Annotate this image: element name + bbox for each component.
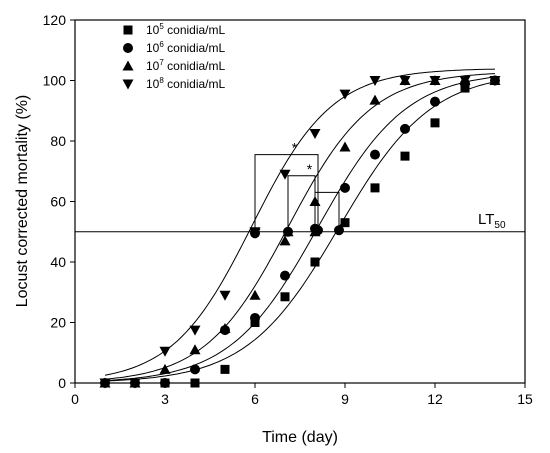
x-tick-label: 0 bbox=[71, 391, 79, 407]
data-point-series-4 bbox=[309, 128, 321, 139]
data-point-series-1 bbox=[280, 292, 290, 302]
x-tick-label: 12 bbox=[427, 391, 443, 407]
plot-area bbox=[74, 19, 526, 384]
data-point-series-1 bbox=[370, 183, 380, 193]
legend-label-unit: conidia/mL bbox=[164, 41, 226, 55]
legend-marker bbox=[122, 79, 134, 90]
data-point-series-4 bbox=[399, 76, 411, 86]
legend-label-unit: conidia/mL bbox=[164, 77, 226, 91]
lt50-point bbox=[283, 226, 293, 237]
axis-ticks: 0 3 6 9 12 15 0 20 40 60 80 100 120 bbox=[43, 12, 533, 407]
legend-label-exponent: 6 bbox=[159, 40, 164, 49]
y-tick-label: 80 bbox=[50, 133, 66, 149]
data-point-series-4 bbox=[159, 346, 171, 357]
legend-label: 108 conidia/mL bbox=[146, 76, 226, 91]
x-tick-label: 15 bbox=[517, 391, 533, 407]
data-point-series-2 bbox=[340, 182, 350, 193]
significance-bracket bbox=[314, 191, 340, 232]
data-point-series-2 bbox=[190, 364, 200, 375]
data-point-series-4 bbox=[279, 169, 291, 180]
data-point-series-1 bbox=[430, 118, 440, 128]
x-tick-label: 6 bbox=[251, 391, 259, 407]
fit-curve-series-2 bbox=[104, 76, 496, 381]
data-point-series-4 bbox=[489, 76, 501, 86]
lt50-reference: LT50 bbox=[75, 211, 525, 233]
x-tick-label: 3 bbox=[161, 391, 169, 407]
data-point-series-3 bbox=[279, 235, 291, 246]
data-point-series-3 bbox=[339, 141, 351, 152]
legend-label: 105 conidia/mL bbox=[146, 22, 226, 37]
significance-star: * bbox=[307, 161, 313, 177]
legend-label-exponent: 8 bbox=[159, 76, 164, 85]
data-point-series-4 bbox=[459, 76, 471, 86]
data-point-series-3 bbox=[249, 289, 261, 300]
lt50-label-subscript: 50 bbox=[494, 220, 506, 231]
data-point-series-3 bbox=[189, 344, 201, 355]
data-point-series-3 bbox=[369, 94, 381, 105]
legend-label: 107 conidia/mL bbox=[146, 58, 226, 73]
legend-label-base: 10 bbox=[146, 59, 160, 73]
plot-frame bbox=[74, 19, 526, 384]
data-point-series-3 bbox=[159, 363, 171, 374]
fit-curve-series-3 bbox=[104, 73, 496, 380]
data-point-series-1 bbox=[400, 151, 410, 161]
data-point-series-1 bbox=[220, 364, 230, 374]
legend-label-base: 10 bbox=[146, 23, 160, 37]
data-point-series-4 bbox=[189, 325, 201, 336]
legend-marker bbox=[123, 43, 133, 53]
data-point-series-3 bbox=[219, 323, 231, 334]
y-axis-label: Locust corrected mortality (%) bbox=[14, 95, 31, 308]
data-point-series-4 bbox=[339, 89, 351, 100]
y-tick-label: 60 bbox=[50, 194, 66, 210]
significance-brackets: ** bbox=[254, 140, 340, 232]
data-point-series-4 bbox=[129, 378, 141, 389]
fit-curve-series-4 bbox=[104, 68, 496, 376]
legend-label-base: 10 bbox=[146, 41, 160, 55]
data-point-series-2 bbox=[250, 312, 260, 323]
fit-curve-series-1 bbox=[104, 81, 496, 382]
data-point-series-4 bbox=[429, 76, 441, 86]
data-point-series-1 bbox=[310, 257, 320, 267]
x-tick-label: 9 bbox=[341, 391, 349, 407]
data-point-series-2 bbox=[280, 270, 290, 281]
legend-label-base: 10 bbox=[146, 77, 160, 91]
x-axis-label: Time (day) bbox=[262, 429, 338, 446]
legend-marker bbox=[123, 25, 133, 35]
lt50-point bbox=[250, 228, 260, 239]
y-tick-label: 20 bbox=[50, 315, 66, 331]
lt50-label: LT50 bbox=[478, 211, 506, 231]
data-point-series-1 bbox=[190, 378, 200, 388]
data-point-series-2 bbox=[160, 378, 170, 388]
data-point-series-2 bbox=[400, 123, 410, 134]
legend-label: 106 conidia/mL bbox=[146, 40, 226, 55]
data-point-series-3 bbox=[309, 196, 321, 206]
data-point-series-4 bbox=[99, 378, 111, 389]
significance-bracket bbox=[254, 154, 319, 232]
data-point-series-2 bbox=[370, 149, 380, 160]
data-point-series-4 bbox=[219, 290, 231, 301]
y-tick-label: 120 bbox=[43, 12, 67, 28]
lt50-point bbox=[334, 225, 344, 236]
legend-label-exponent: 7 bbox=[159, 58, 164, 67]
legend-label-exponent: 5 bbox=[159, 22, 164, 31]
data-point-series-4 bbox=[369, 76, 381, 86]
significance-star: * bbox=[292, 140, 298, 156]
fitted-curves bbox=[104, 68, 496, 382]
legend-label-unit: conidia/mL bbox=[164, 23, 226, 37]
lt50-point bbox=[309, 226, 321, 237]
y-tick-label: 100 bbox=[43, 73, 67, 89]
y-tick-label: 40 bbox=[50, 254, 66, 270]
y-tick-label: 0 bbox=[58, 375, 66, 391]
legend-marker bbox=[122, 60, 134, 71]
data-point-series-1 bbox=[340, 218, 350, 228]
data-point-series-2 bbox=[430, 96, 440, 107]
data-points bbox=[99, 75, 501, 389]
legend-label-unit: conidia/mL bbox=[164, 59, 226, 73]
